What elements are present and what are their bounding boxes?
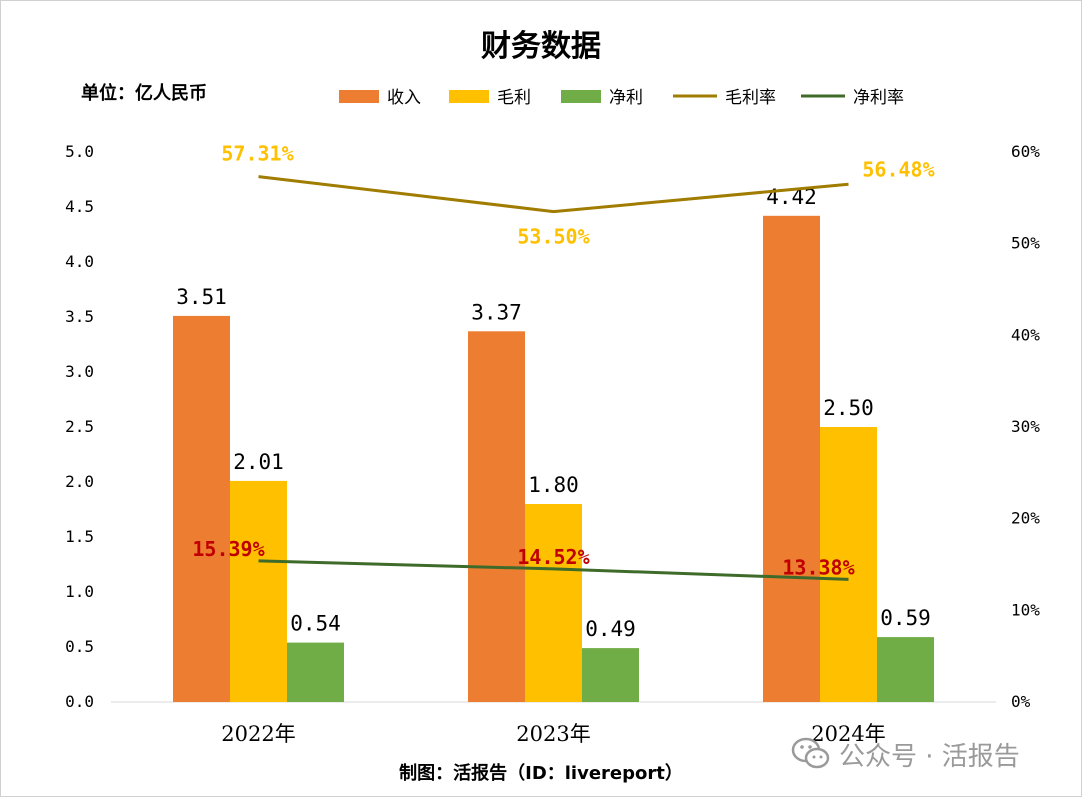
y2-tick-label: 10% [1011, 600, 1040, 619]
y2-tick-label: 60% [1011, 142, 1040, 161]
line-毛利率 [258, 175, 849, 214]
unit-label: 单位：亿人民币 [81, 83, 207, 104]
bar-value-label: 2.50 [823, 396, 874, 420]
line-value-label: 57.31% [221, 142, 293, 166]
line-value-label: 56.48% [862, 157, 934, 181]
legend-swatch [561, 90, 601, 103]
legend-label: 毛利率 [725, 88, 776, 108]
line-value-label: 53.50% [517, 225, 589, 249]
wechat-icon [791, 737, 830, 769]
bar-收入 [173, 315, 230, 702]
y2-tick-label: 30% [1011, 417, 1040, 436]
bar-value-label: 3.37 [471, 300, 522, 324]
bar-value-label: 0.59 [880, 606, 931, 630]
bar-收入 [468, 331, 525, 702]
bar-净利 [877, 637, 934, 702]
bar-毛利 [230, 480, 287, 702]
bar-净利 [582, 648, 639, 702]
legend-label: 净利率 [853, 88, 904, 108]
x-tick-label: 2022年 [221, 722, 295, 746]
y-tick-label: 4.0 [65, 252, 94, 271]
watermark: 公众号 · 活报告 [791, 736, 1020, 772]
line-value-label: 15.39% [192, 537, 264, 561]
bar-毛利 [525, 504, 582, 702]
y-tick-label: 3.0 [65, 362, 94, 381]
chart-title: 财务数据 [481, 29, 601, 64]
legend-label: 收入 [387, 88, 421, 108]
legend-label: 净利 [609, 88, 643, 108]
watermark-text: 公众号 · 活报告 [839, 741, 1020, 772]
bar-value-label: 1.80 [528, 473, 579, 497]
y-tick-label: 0.0 [65, 692, 94, 711]
chart-footer: 制图：活报告（ID：livereport） [399, 763, 683, 784]
x-tick-label: 2023年 [516, 722, 590, 746]
line-净利率 [258, 559, 849, 581]
bar-value-label: 0.54 [290, 612, 341, 636]
y2-tick-label: 50% [1011, 234, 1040, 253]
y-tick-label: 0.5 [65, 637, 94, 656]
y-tick-label: 1.0 [65, 582, 94, 601]
x-tick-label: 2024年 [811, 722, 885, 746]
bar-value-label: 0.49 [585, 617, 636, 641]
y-tick-label: 2.0 [65, 472, 94, 491]
line-value-label: 14.52% [517, 545, 589, 569]
bar-毛利 [820, 427, 877, 702]
y-tick-label: 1.5 [65, 527, 94, 546]
y-tick-label: 5.0 [65, 142, 94, 161]
bar-value-label: 3.51 [176, 285, 227, 309]
y-tick-label: 2.5 [65, 417, 94, 436]
bar-value-label: 2.01 [233, 450, 284, 474]
legend-label: 毛利 [497, 88, 531, 108]
y2-tick-label: 40% [1011, 325, 1040, 344]
y2-tick-label: 0% [1011, 692, 1031, 711]
legend-swatch [449, 90, 489, 103]
y-tick-label: 3.5 [65, 307, 94, 326]
y2-tick-label: 20% [1011, 509, 1040, 528]
line-value-label: 13.38% [782, 555, 854, 579]
legend-swatch [339, 90, 379, 103]
y-tick-label: 4.5 [65, 197, 94, 216]
bar-净利 [287, 642, 344, 702]
bar-收入 [763, 215, 820, 703]
